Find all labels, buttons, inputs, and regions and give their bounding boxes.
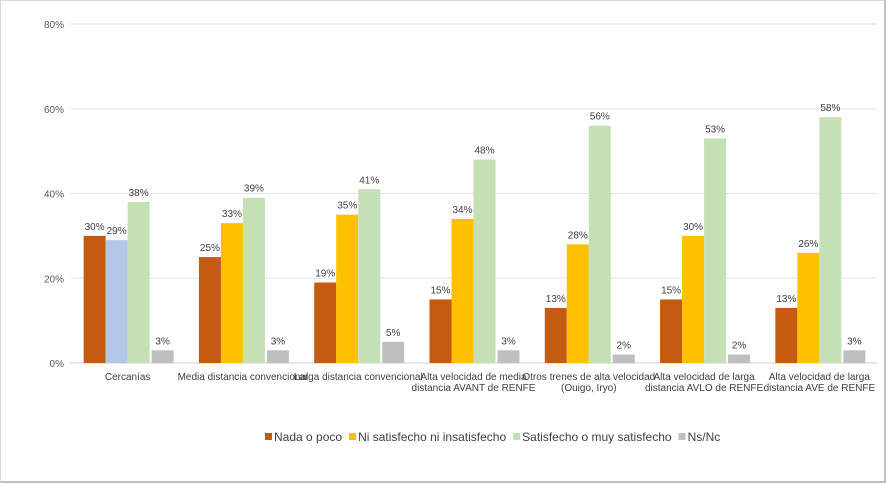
legend-swatch bbox=[349, 433, 357, 440]
bar bbox=[358, 189, 381, 363]
data-label: 15% bbox=[430, 285, 450, 296]
bar bbox=[83, 235, 106, 363]
bar bbox=[612, 354, 635, 363]
data-label: 34% bbox=[452, 205, 472, 216]
legend-label: Satisfecho o muy satisfecho bbox=[522, 430, 672, 444]
category-label: Alta velocidad de media bbox=[420, 372, 527, 383]
data-label: 30% bbox=[85, 222, 105, 233]
bar bbox=[198, 257, 221, 363]
bar bbox=[682, 235, 705, 363]
legend-swatch bbox=[265, 433, 272, 440]
data-label: 15% bbox=[661, 285, 681, 296]
y-tick-label: 80% bbox=[44, 20, 64, 31]
data-label: 39% bbox=[244, 184, 264, 195]
bar bbox=[220, 223, 243, 363]
data-label: 30% bbox=[683, 222, 703, 233]
category-label: Alta velocidad de larga bbox=[769, 372, 871, 383]
bar bbox=[429, 299, 452, 363]
bar bbox=[151, 350, 174, 363]
legend-swatch bbox=[513, 433, 521, 440]
data-label: 2% bbox=[617, 341, 632, 352]
bar bbox=[382, 341, 405, 363]
category-label: distancia AVE de RENFE bbox=[764, 383, 876, 394]
data-label: 13% bbox=[776, 294, 796, 305]
bar bbox=[704, 138, 727, 363]
data-label: 5% bbox=[386, 328, 401, 339]
bar bbox=[660, 299, 683, 363]
legend-label: Nada o poco bbox=[274, 430, 342, 444]
bar bbox=[566, 244, 589, 363]
legend-label: Ns/Nc bbox=[688, 430, 721, 444]
data-label: 33% bbox=[222, 209, 242, 220]
data-label: 35% bbox=[337, 201, 357, 212]
category-label: distancia AVANT de RENFE bbox=[412, 383, 536, 394]
bar bbox=[775, 307, 798, 363]
category-label: Alta velocidad de larga bbox=[653, 372, 755, 383]
data-label: 48% bbox=[474, 146, 494, 157]
data-label: 56% bbox=[590, 112, 610, 123]
category-label: Larga distancia convencional bbox=[294, 372, 423, 383]
bar bbox=[728, 354, 751, 363]
data-label: 58% bbox=[820, 103, 840, 114]
y-tick-label: 20% bbox=[44, 274, 64, 285]
bar bbox=[819, 117, 842, 363]
bar bbox=[843, 350, 866, 363]
bar bbox=[336, 214, 359, 363]
bar bbox=[473, 159, 496, 363]
data-label: 26% bbox=[798, 239, 818, 250]
bar bbox=[105, 240, 128, 363]
bar bbox=[797, 252, 820, 363]
data-label: 3% bbox=[501, 336, 516, 347]
data-label: 3% bbox=[155, 336, 170, 347]
bar bbox=[314, 282, 337, 363]
y-tick-label: 60% bbox=[44, 105, 64, 116]
data-label: 3% bbox=[847, 336, 862, 347]
bar bbox=[127, 201, 150, 363]
bar bbox=[497, 350, 520, 363]
y-tick-label: 40% bbox=[44, 190, 64, 201]
bar bbox=[451, 218, 474, 363]
legend-label: Ni satisfecho ni insatisfecho bbox=[358, 430, 506, 444]
legend-swatch bbox=[678, 433, 686, 440]
data-label: 19% bbox=[315, 268, 335, 279]
bar bbox=[588, 125, 611, 363]
y-tick-label: 0% bbox=[50, 359, 65, 370]
data-label: 29% bbox=[107, 226, 127, 237]
category-label: (Ouigo, Iryo) bbox=[561, 383, 617, 394]
data-label: 53% bbox=[705, 124, 725, 135]
category-label: Otros trenes de alta velocidad bbox=[522, 372, 655, 383]
data-label: 25% bbox=[200, 243, 220, 254]
data-label: 41% bbox=[359, 175, 379, 186]
data-label: 38% bbox=[129, 188, 149, 199]
category-label: distancia AVLO de RENFE bbox=[645, 383, 764, 394]
bar bbox=[544, 307, 567, 363]
data-label: 28% bbox=[568, 230, 588, 241]
data-label: 2% bbox=[732, 341, 747, 352]
category-label: Media distancia convencional bbox=[178, 372, 309, 383]
category-label: Cercanías bbox=[105, 372, 151, 383]
data-label: 3% bbox=[271, 336, 286, 347]
bar bbox=[242, 197, 265, 363]
data-label: 13% bbox=[546, 294, 566, 305]
bar bbox=[266, 350, 289, 363]
